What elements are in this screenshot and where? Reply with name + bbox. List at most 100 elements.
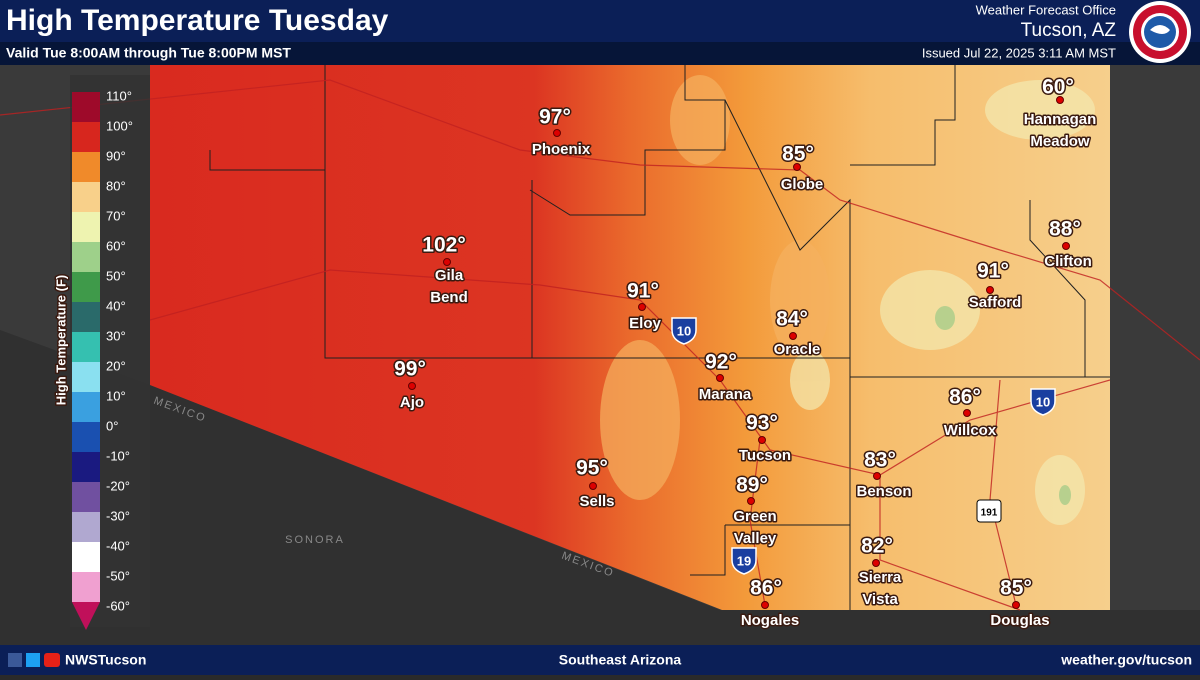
city-temp: 95° [576, 457, 608, 480]
city: 82° Sierra Vista [857, 533, 903, 609]
city-name: Nogales [741, 612, 799, 629]
city: 91° Safford [967, 258, 1023, 312]
shield-number: 191 [981, 508, 998, 519]
city: 60° Hannagan Meadow [1022, 74, 1098, 151]
legend-swatch [72, 212, 100, 242]
title: High Temperature Tuesday [6, 4, 389, 37]
city-temp: 93° [746, 412, 778, 435]
city-dot [408, 382, 416, 390]
legend-swatch [72, 332, 100, 362]
city-name: Douglas [990, 612, 1049, 629]
city-temp: 97° [539, 106, 571, 129]
shield-shape [731, 547, 757, 575]
legend-swatch [72, 422, 100, 452]
city: 83° Benson [855, 447, 913, 501]
city-name: Green [733, 508, 776, 525]
city: 102° Gila Bend [421, 232, 469, 307]
city-name: Bend [430, 289, 468, 306]
forecast-area [150, 65, 1110, 610]
city-temp: 86° [949, 386, 981, 409]
city-temp: 85° [782, 143, 814, 166]
legend-swatch [72, 482, 100, 512]
route-shield: 10 [671, 317, 697, 345]
city-dot [1012, 601, 1020, 609]
legend-swatch [72, 92, 100, 122]
city-dot [872, 559, 880, 567]
legend-label: 60° [106, 238, 126, 253]
legend-swatch [72, 512, 100, 542]
city: 91° Eloy [626, 278, 663, 333]
city-name: Clifton [1044, 253, 1091, 270]
city-temp: 91° [977, 260, 1009, 283]
legend-label: 110° [106, 88, 132, 103]
shield-number: 19 [737, 553, 751, 568]
city-name: Tucson [739, 447, 791, 464]
city-name: Eloy [629, 315, 661, 332]
legend-label: 0° [106, 418, 118, 433]
city-dot [986, 286, 994, 294]
url: weather.gov/tucson [1060, 652, 1192, 668]
city-name: Phoenix [532, 141, 591, 158]
city-dot [443, 258, 451, 266]
city-temp: 82° [861, 535, 893, 558]
legend-label: 30° [106, 328, 126, 343]
city-name: Sells [579, 493, 614, 510]
city: 97° Phoenix [530, 104, 592, 159]
city: 88° Clifton [1043, 216, 1093, 271]
shields: 10 10 19 191 [671, 317, 1056, 575]
legend-swatch [72, 572, 100, 602]
legend-swatch [72, 152, 100, 182]
shield-shape [671, 317, 697, 345]
city-name: Oracle [774, 341, 821, 358]
city-temp: 89° [736, 474, 768, 497]
city-dot [716, 374, 724, 382]
legend-swatch [72, 242, 100, 272]
social-handle: NWSTucson [65, 652, 146, 668]
city: 99° Ajo [393, 356, 428, 412]
city: 92° Marana [697, 349, 753, 404]
city: 95° Sells [575, 455, 616, 511]
city-name: Meadow [1030, 133, 1090, 150]
city-dot [1062, 242, 1070, 250]
city-dot [553, 129, 561, 137]
map-label: SONORA [285, 534, 345, 546]
facebook-icon [8, 653, 22, 667]
issued: Issued Jul 22, 2025 3:11 AM MST [922, 45, 1116, 60]
legend-label: -50° [106, 568, 130, 583]
city-name: Willcox [944, 422, 997, 439]
cool-blobs [790, 80, 1095, 525]
legend-swatch [72, 452, 100, 482]
city-name: Sierra [859, 569, 902, 586]
city-name: Marana [699, 386, 752, 403]
legend-label: 20° [106, 358, 126, 373]
city-dot [1056, 96, 1064, 104]
legend-label: -10° [106, 448, 130, 463]
legend-title: High Temperature (F) [53, 275, 68, 406]
legend-swatch [72, 362, 100, 392]
city-temp: 92° [705, 351, 737, 374]
city-dot [873, 472, 881, 480]
cities: 97° Phoenix 85° Globe 60° Hannagan Meadow 102° G… [393, 74, 1098, 630]
subheader-bar [0, 42, 1200, 65]
city-name: Globe [781, 176, 824, 193]
region: Southeast Arizona [559, 652, 682, 668]
legend-label: -30° [106, 508, 130, 523]
header-bar [0, 0, 1200, 42]
legend-label: -40° [106, 538, 130, 553]
city-name: Gila [435, 267, 464, 284]
route-shield: 19 [731, 547, 757, 575]
legend-swatch [72, 302, 100, 332]
subtitle: Valid Tue 8:00AM through Tue 8:00PM MST [6, 45, 291, 61]
city-name: Valley [734, 530, 777, 547]
legend-swatch [72, 122, 100, 152]
shield-shape [976, 499, 1002, 523]
legend-label: 80° [106, 178, 126, 193]
green-blobs [935, 306, 1071, 505]
city-dot [793, 163, 801, 171]
legend-swatch [72, 392, 100, 422]
city-dot [789, 332, 797, 340]
city-dot [963, 409, 971, 417]
city-temp: 102° [422, 234, 465, 257]
city-temp: 85° [1000, 577, 1032, 600]
